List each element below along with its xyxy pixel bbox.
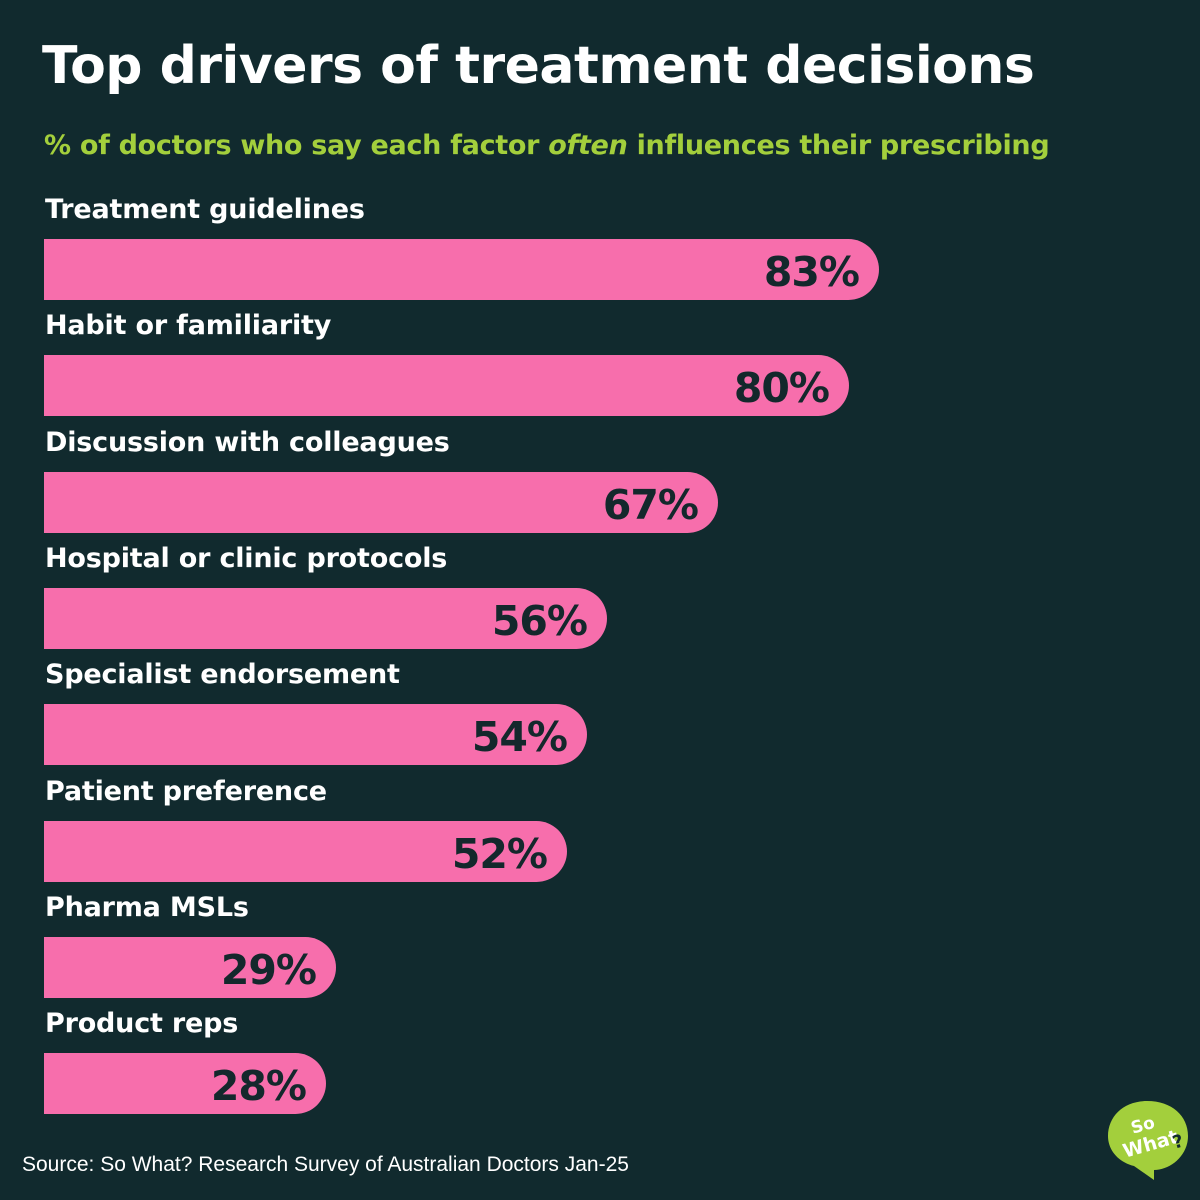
bar: 80% [44, 355, 849, 416]
data-label: 28% [210, 1062, 307, 1110]
bar: 67% [44, 472, 718, 533]
category-label: Pharma MSLs [45, 892, 249, 923]
bar: 28% [44, 1053, 326, 1114]
subtitle-text-start: % of doctors who say each factor [44, 130, 549, 161]
data-label: 54% [471, 713, 568, 761]
bar: 29% [44, 937, 336, 998]
data-label: 29% [220, 946, 317, 994]
category-label: Patient preference [45, 776, 327, 807]
category-label: Specialist endorsement [45, 659, 400, 690]
data-label: 80% [733, 364, 830, 412]
bar: 56% [44, 588, 607, 649]
subtitle-emphasis: often [548, 130, 628, 161]
chart-subtitle: % of doctors who say each factor often i… [44, 124, 1050, 168]
so-what-logo: So What ? [1108, 1101, 1188, 1180]
data-label: 52% [451, 830, 548, 878]
data-label: 83% [763, 248, 860, 296]
data-label: 56% [491, 597, 588, 645]
source-note: Source: So What? Research Survey of Aust… [22, 1153, 629, 1176]
logo-speech-bubble [1108, 1101, 1188, 1180]
subtitle-text-end: influences their prescribing [627, 130, 1050, 161]
bar: 83% [44, 239, 879, 300]
chart-title: Top drivers of treatment decisions [42, 36, 1035, 96]
category-label: Treatment guidelines [45, 194, 365, 225]
category-label: Habit or familiarity [45, 310, 332, 341]
category-label: Hospital or clinic protocols [45, 543, 448, 574]
category-label: Product reps [45, 1008, 239, 1039]
data-label: 67% [602, 481, 699, 529]
bar: 54% [44, 704, 587, 765]
bar: 52% [44, 821, 567, 882]
category-label: Discussion with colleagues [45, 427, 450, 458]
